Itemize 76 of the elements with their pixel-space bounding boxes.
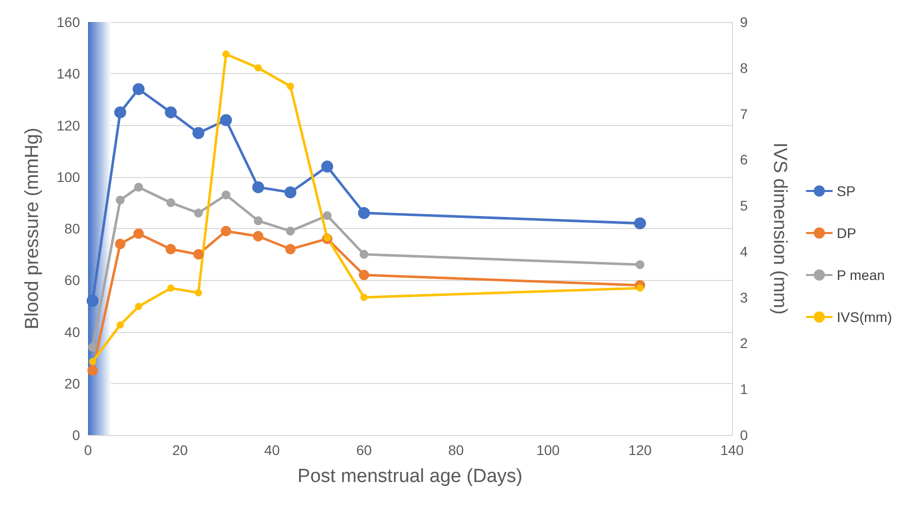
point — [360, 294, 368, 301]
point — [254, 216, 263, 226]
point — [321, 160, 334, 173]
point — [285, 244, 296, 254]
point — [135, 302, 142, 310]
y-tick-label: 80 — [64, 220, 80, 236]
y2-tick-label: 0 — [740, 427, 748, 443]
point — [220, 226, 232, 236]
y-tick-label: 100 — [56, 168, 80, 185]
point — [194, 289, 202, 296]
point — [222, 190, 230, 200]
y2-tick-label: 6 — [740, 152, 748, 168]
x-tick-label: 40 — [264, 442, 280, 458]
y-tick-label: 140 — [56, 66, 80, 82]
point — [252, 181, 264, 194]
point — [86, 294, 99, 307]
point — [286, 226, 295, 236]
y-tick-label: 160 — [56, 14, 80, 30]
point — [116, 321, 124, 328]
point — [134, 182, 143, 192]
legend-label: IVS(mm) — [836, 309, 892, 325]
point — [116, 196, 125, 205]
point — [89, 358, 96, 366]
y-tick-label: 40 — [64, 324, 80, 340]
point — [254, 64, 262, 72]
y-tick-label: 0 — [72, 427, 80, 443]
point — [324, 234, 331, 242]
point — [634, 217, 646, 230]
y2-tick-label: 3 — [740, 289, 748, 306]
point — [193, 249, 204, 260]
y2-tick-label: 1 — [740, 381, 748, 398]
legend-label: P mean — [836, 267, 885, 283]
y2-tick-label: 7 — [740, 106, 748, 122]
point — [132, 83, 145, 96]
point — [253, 231, 264, 242]
y2-tick-label: 5 — [740, 198, 748, 214]
x-tick-label: 140 — [720, 442, 744, 458]
y2-tick-label: 4 — [740, 243, 748, 260]
y-tick-label: 120 — [56, 117, 80, 134]
point — [636, 284, 644, 292]
x-tick-label: 80 — [448, 442, 464, 458]
y2-axis-title: IVS dimension (mm) — [769, 142, 790, 315]
point — [88, 342, 97, 352]
x-axis-title: Post menstrual age (Days) — [298, 466, 522, 487]
point — [166, 198, 176, 208]
y2-tick-label: 2 — [740, 335, 748, 352]
y-axis-title: Blood pressure (mmHg) — [22, 128, 43, 330]
x-tick-label: 20 — [172, 442, 188, 458]
point — [222, 50, 230, 58]
point — [164, 106, 177, 118]
y2-tick-label: 9 — [740, 14, 748, 30]
point — [220, 114, 232, 126]
x-tick-label: 60 — [356, 442, 372, 458]
y2-tick-label: 8 — [740, 60, 748, 76]
x-tick-label: 100 — [536, 442, 560, 458]
point — [360, 250, 368, 259]
point — [114, 106, 126, 118]
point — [166, 244, 176, 254]
point — [286, 82, 294, 90]
point — [115, 238, 126, 250]
legend-label: SP — [836, 183, 856, 199]
legend-label: DP — [836, 225, 856, 241]
point — [167, 284, 174, 292]
point — [133, 228, 144, 239]
point — [636, 260, 644, 270]
point — [322, 211, 332, 220]
x-tick-label: 0 — [84, 442, 92, 458]
y-tick-label: 20 — [64, 375, 80, 392]
y-tick-label: 60 — [64, 272, 80, 288]
point — [87, 365, 98, 376]
point — [194, 208, 203, 218]
point — [284, 186, 296, 198]
point — [192, 126, 204, 139]
x-tick-label: 120 — [628, 442, 652, 458]
point — [358, 270, 370, 280]
point — [358, 207, 370, 220]
